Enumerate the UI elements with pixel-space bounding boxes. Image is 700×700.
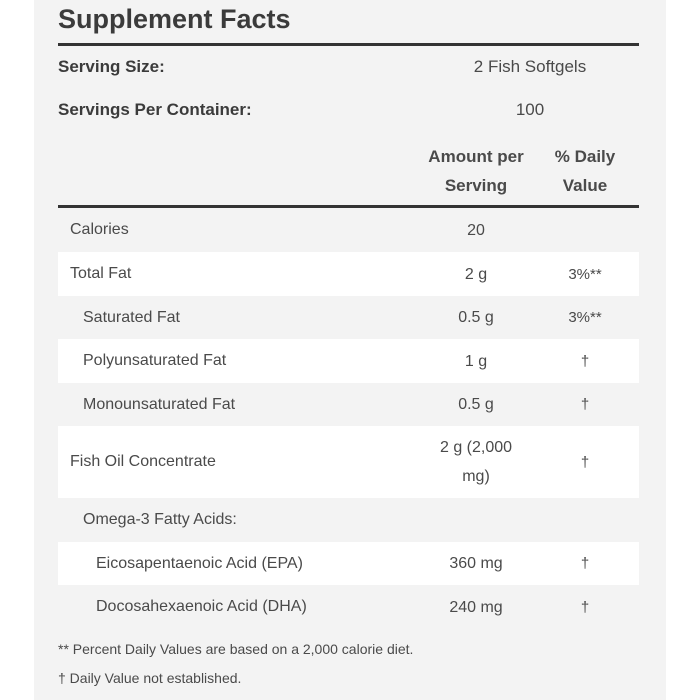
nutrient-amount-line2: mg) xyxy=(462,468,490,485)
amount-header-line1: Amount per xyxy=(428,147,524,166)
nutrient-daily-value: 3%** xyxy=(568,265,602,283)
nutrient-amount: 2 g xyxy=(464,265,488,283)
nutrient-amount: 360 mg xyxy=(449,555,503,572)
nutrient-name: Polyunsaturated Fat xyxy=(83,352,227,369)
nutrient-name: Docosahexaenoic Acid (DHA) xyxy=(96,598,307,615)
table-row: Omega-3 Fatty Acids: xyxy=(58,498,639,542)
nutrient-daily-value xyxy=(544,498,626,542)
serving-size-row: Serving Size: 2 Fish Softgels xyxy=(58,53,639,81)
nutrient-daily-value: † xyxy=(580,453,590,471)
nutrient-amount xyxy=(418,498,534,542)
nutrient-daily-value: † xyxy=(580,555,590,572)
nutrient-amount: 240 mg xyxy=(449,598,503,616)
table-row: Eicosapentaenoic Acid (EPA) 360 mg † xyxy=(58,542,639,585)
dv-header-line2: Value xyxy=(562,176,608,195)
table-row: Total Fat 2 g 3%** xyxy=(58,252,639,296)
dv-header-line1: % Daily xyxy=(554,147,616,166)
nutrient-name: Eicosapentaenoic Acid (EPA) xyxy=(96,554,303,572)
table-row: Docosahexaenoic Acid (DHA) 240 mg † xyxy=(58,585,639,629)
table-row: Polyunsaturated Fat 1 g † xyxy=(58,339,639,383)
nutrient-name: Omega-3 Fatty Acids: xyxy=(83,511,237,528)
nutrient-amount-line1: 2 g (2,000 xyxy=(439,439,513,456)
table-row: Saturated Fat 0.5 g 3%** xyxy=(58,296,639,339)
amount-per-serving-header: Amount per Serving xyxy=(418,142,534,200)
nutrient-name: Monounsaturated Fat xyxy=(83,395,236,413)
nutrient-name: Saturated Fat xyxy=(83,308,180,326)
servings-per-container-row: Servings Per Container: 100 xyxy=(58,96,639,124)
daily-value-header: % Daily Value xyxy=(544,142,626,200)
nutrient-daily-value: † xyxy=(580,598,590,616)
page-title: Supplement Facts xyxy=(58,4,291,34)
table-row: Fish Oil Concentrate 2 g (2,000 mg) † xyxy=(58,426,639,498)
serving-size-label: Serving Size: xyxy=(58,57,165,76)
nutrient-daily-value xyxy=(544,208,626,252)
nutrient-amount: 1 g xyxy=(464,352,488,370)
title-divider xyxy=(58,43,639,46)
nutrient-daily-value: † xyxy=(580,352,590,370)
nutrient-amount: 20 xyxy=(467,221,485,239)
nutrient-daily-value: 3%** xyxy=(568,309,602,326)
nutrient-amount: 2 g (2,000 mg) xyxy=(418,426,534,498)
footnote-daily-value-not-established: † Daily Value not established. xyxy=(58,670,242,686)
serving-size-value: 2 Fish Softgels xyxy=(473,57,587,76)
nutrient-amount: 0.5 g xyxy=(458,396,494,413)
table-row: Monounsaturated Fat 0.5 g † xyxy=(58,383,639,426)
amount-header-line2: Serving xyxy=(444,176,508,195)
servings-per-container-label: Servings Per Container: xyxy=(58,100,252,119)
nutrient-amount: 0.5 g xyxy=(458,309,494,326)
nutrient-name: Total Fat xyxy=(70,265,132,282)
table-row: Calories 20 xyxy=(58,208,639,252)
header-divider xyxy=(58,205,639,208)
nutrient-name: Calories xyxy=(70,221,129,238)
nutrient-name: Fish Oil Concentrate xyxy=(70,453,216,470)
footnote-percent-daily-value: ** Percent Daily Values are based on a 2… xyxy=(58,641,414,657)
nutrient-daily-value: † xyxy=(580,396,590,413)
servings-per-container-value: 100 xyxy=(515,100,545,119)
